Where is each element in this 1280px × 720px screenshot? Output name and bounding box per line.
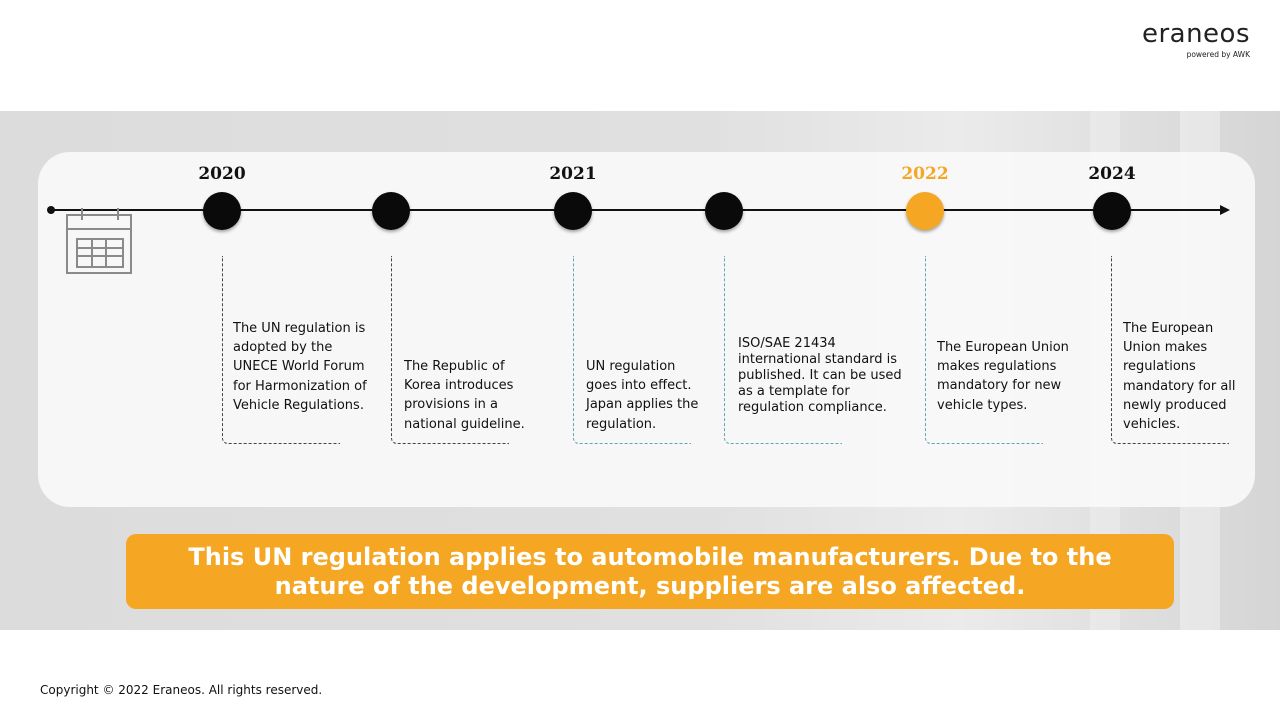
event-connector-2 bbox=[391, 256, 509, 444]
logo-tagline: powered by AWK bbox=[1186, 50, 1250, 59]
event-text-6: The European Union makes regulations man… bbox=[1123, 321, 1236, 433]
copyright-notice: Copyright © 2022 Eraneos. All rights res… bbox=[40, 683, 323, 697]
event-text-1: The UN regulation is adopted by the UNEC… bbox=[233, 321, 367, 413]
year-label-2022: 2022 bbox=[901, 164, 949, 184]
event-text-3: UN regulation goes into effect. Japan ap… bbox=[586, 359, 699, 432]
event-connector-6 bbox=[1111, 256, 1229, 444]
timeline-node-4 bbox=[705, 192, 743, 230]
event-connector-3 bbox=[573, 256, 691, 444]
logo-wordmark: eraneos bbox=[1141, 19, 1250, 49]
eraneos-logo: eraneos powered by AWK bbox=[1142, 20, 1250, 59]
event-text-5: The European Union makes regulations man… bbox=[937, 340, 1069, 413]
timeline-node-3 bbox=[554, 192, 592, 230]
timeline-node-5 bbox=[906, 192, 944, 230]
timeline-node-1 bbox=[203, 192, 241, 230]
year-label-2020: 2020 bbox=[198, 164, 246, 184]
event-connector-4 bbox=[724, 256, 842, 444]
summary-callout: This UN regulation applies to automobile… bbox=[126, 534, 1174, 609]
event-text-2: The Republic of Korea introduces provisi… bbox=[404, 359, 525, 432]
event-connector-1 bbox=[222, 256, 340, 444]
event-connector-5 bbox=[925, 256, 1043, 444]
event-text-4: ISO/SAE 21434 international standard is … bbox=[738, 336, 902, 415]
timeline-start-dot bbox=[47, 206, 55, 214]
summary-callout-text: This UN regulation applies to automobile… bbox=[188, 542, 1112, 600]
calendar-icon bbox=[66, 208, 132, 274]
timeline-axis bbox=[51, 209, 1221, 211]
year-label-2021: 2021 bbox=[549, 164, 597, 184]
timeline-node-2 bbox=[372, 192, 410, 230]
year-label-2024: 2024 bbox=[1088, 164, 1136, 184]
timeline-arrow-icon bbox=[1220, 205, 1230, 215]
timeline-node-6 bbox=[1093, 192, 1131, 230]
